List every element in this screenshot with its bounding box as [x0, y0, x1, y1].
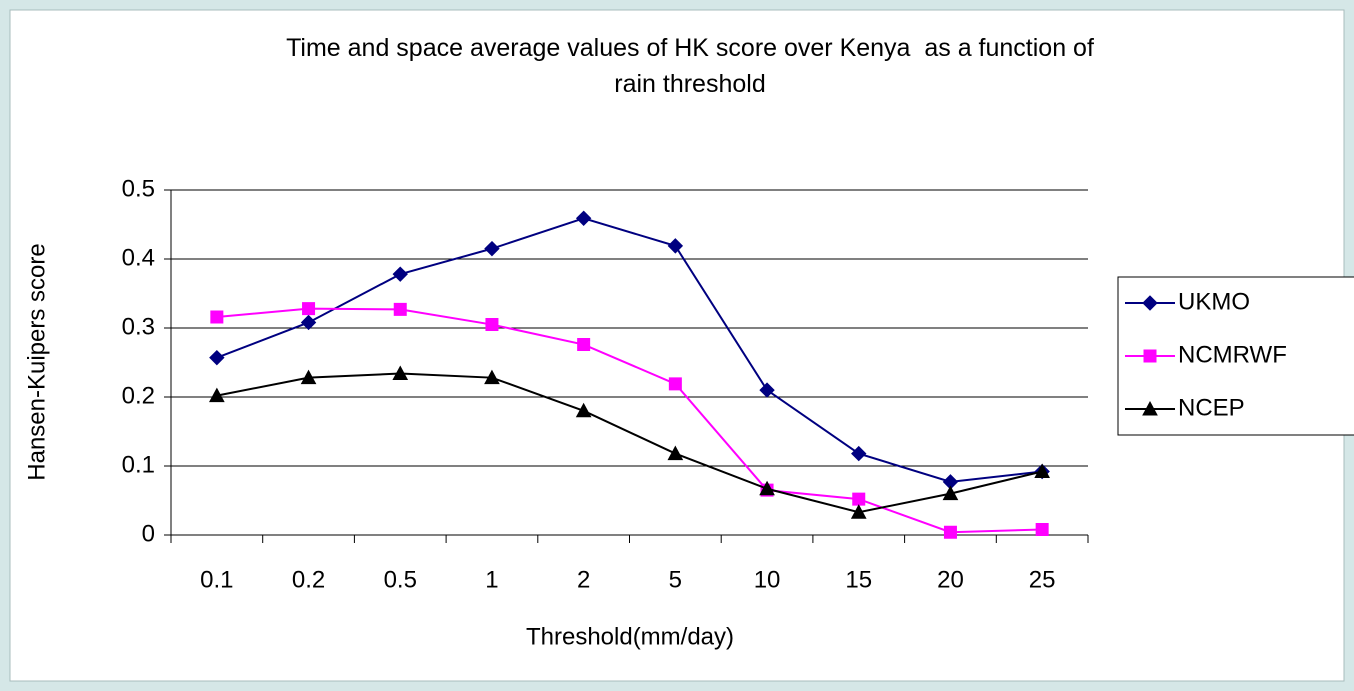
data-point [851, 445, 867, 462]
data-point [393, 302, 407, 316]
data-point [210, 310, 224, 324]
legend-label: UKMO [1178, 288, 1250, 315]
x-tick-label: 5 [669, 566, 682, 593]
x-tick-label: 0.2 [292, 566, 325, 593]
data-point [759, 480, 775, 496]
data-point [850, 504, 867, 519]
data-point [302, 302, 316, 316]
y-axis-label: Hansen-Kuipers score [23, 243, 50, 480]
data-point [300, 369, 317, 385]
y-tick-label: 0.4 [122, 244, 155, 271]
x-tick-label: 20 [937, 566, 964, 593]
data-point [209, 387, 225, 403]
x-tick-label: 2 [577, 566, 590, 593]
y-tick-label: 0.5 [122, 175, 155, 202]
data-point [575, 210, 592, 226]
data-point [852, 492, 866, 506]
legend-marker [1143, 349, 1157, 363]
chart-title: Time and space average values of HK scor… [286, 34, 1101, 98]
x-tick-label: 1 [485, 566, 498, 593]
data-point [667, 238, 684, 254]
data-point [1034, 463, 1050, 479]
data-point [575, 402, 592, 418]
legend-label: NCEP [1178, 394, 1245, 421]
x-tick-label: 0.5 [384, 566, 417, 593]
data-point [1035, 522, 1049, 536]
data-point [759, 382, 775, 398]
y-tick-label: 0 [142, 520, 155, 547]
y-tick-label: 0.1 [122, 451, 155, 478]
data-point [300, 314, 317, 331]
legend-marker [1142, 295, 1158, 311]
y-tick-label: 0.3 [122, 313, 155, 340]
x-tick-label: 25 [1029, 566, 1056, 593]
legend-marker [1142, 400, 1158, 416]
x-axis-label: Threshold(mm/day) [526, 623, 734, 650]
x-tick-label: 0.1 [200, 566, 233, 593]
data-point [942, 485, 959, 501]
data-point [484, 240, 500, 257]
data-point [392, 266, 408, 282]
data-point [485, 318, 499, 332]
data-point [667, 445, 684, 461]
series-line [216, 372, 1043, 514]
legend-label: NCMRWF [1178, 341, 1287, 368]
series-line [216, 307, 1043, 534]
data-point [209, 349, 225, 366]
data-point [943, 525, 957, 539]
data-point [392, 365, 409, 381]
data-point [668, 377, 682, 391]
y-tick-label: 0.2 [122, 382, 155, 409]
series-line [216, 217, 1043, 483]
x-tick-label: 15 [845, 566, 872, 593]
data-point [484, 369, 500, 385]
x-tick-label: 10 [754, 566, 781, 593]
data-point [577, 338, 591, 352]
